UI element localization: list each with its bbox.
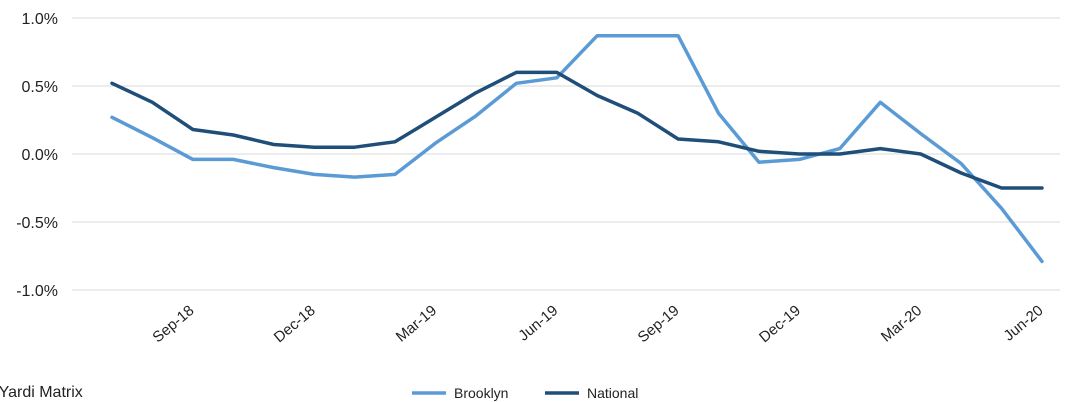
grid-lines	[72, 17, 1060, 291]
legend-label: National	[587, 385, 638, 401]
x-tick-label: Dec-18	[271, 302, 319, 346]
y-axis-tick-labels: 1.0% 0.5% 0.0% -0.5% -1.0%	[16, 11, 58, 300]
series-line-national	[110, 70, 1044, 190]
source-note: : Yardi Matrix	[0, 384, 83, 401]
y-tick-label: 1.0%	[22, 11, 58, 28]
y-tick-label: -1.0%	[16, 283, 58, 300]
x-axis-tick-labels: Sep-18 Dec-18 Mar-19 Jun-19 Sep-19 Dec-19 Mar-…	[149, 302, 1046, 346]
x-tick-label: Jun-20	[1001, 302, 1047, 345]
series-line-brooklyn	[110, 33, 1044, 264]
x-tick-label: Mar-19	[393, 302, 440, 346]
y-tick-label: 0.0%	[22, 147, 58, 164]
x-tick-label: Sep-18	[149, 302, 197, 346]
x-tick-label: Jun-19	[515, 302, 561, 345]
y-tick-label: 0.5%	[22, 79, 58, 96]
x-tick-label: Sep-19	[635, 302, 683, 346]
x-tick-label: Mar-20	[878, 302, 925, 346]
legend-label: Brooklyn	[454, 385, 508, 401]
legend: Brooklyn National	[412, 385, 638, 401]
y-tick-label: -0.5%	[16, 215, 58, 232]
x-tick-label: Dec-19	[756, 302, 804, 346]
series-lines	[110, 33, 1044, 264]
